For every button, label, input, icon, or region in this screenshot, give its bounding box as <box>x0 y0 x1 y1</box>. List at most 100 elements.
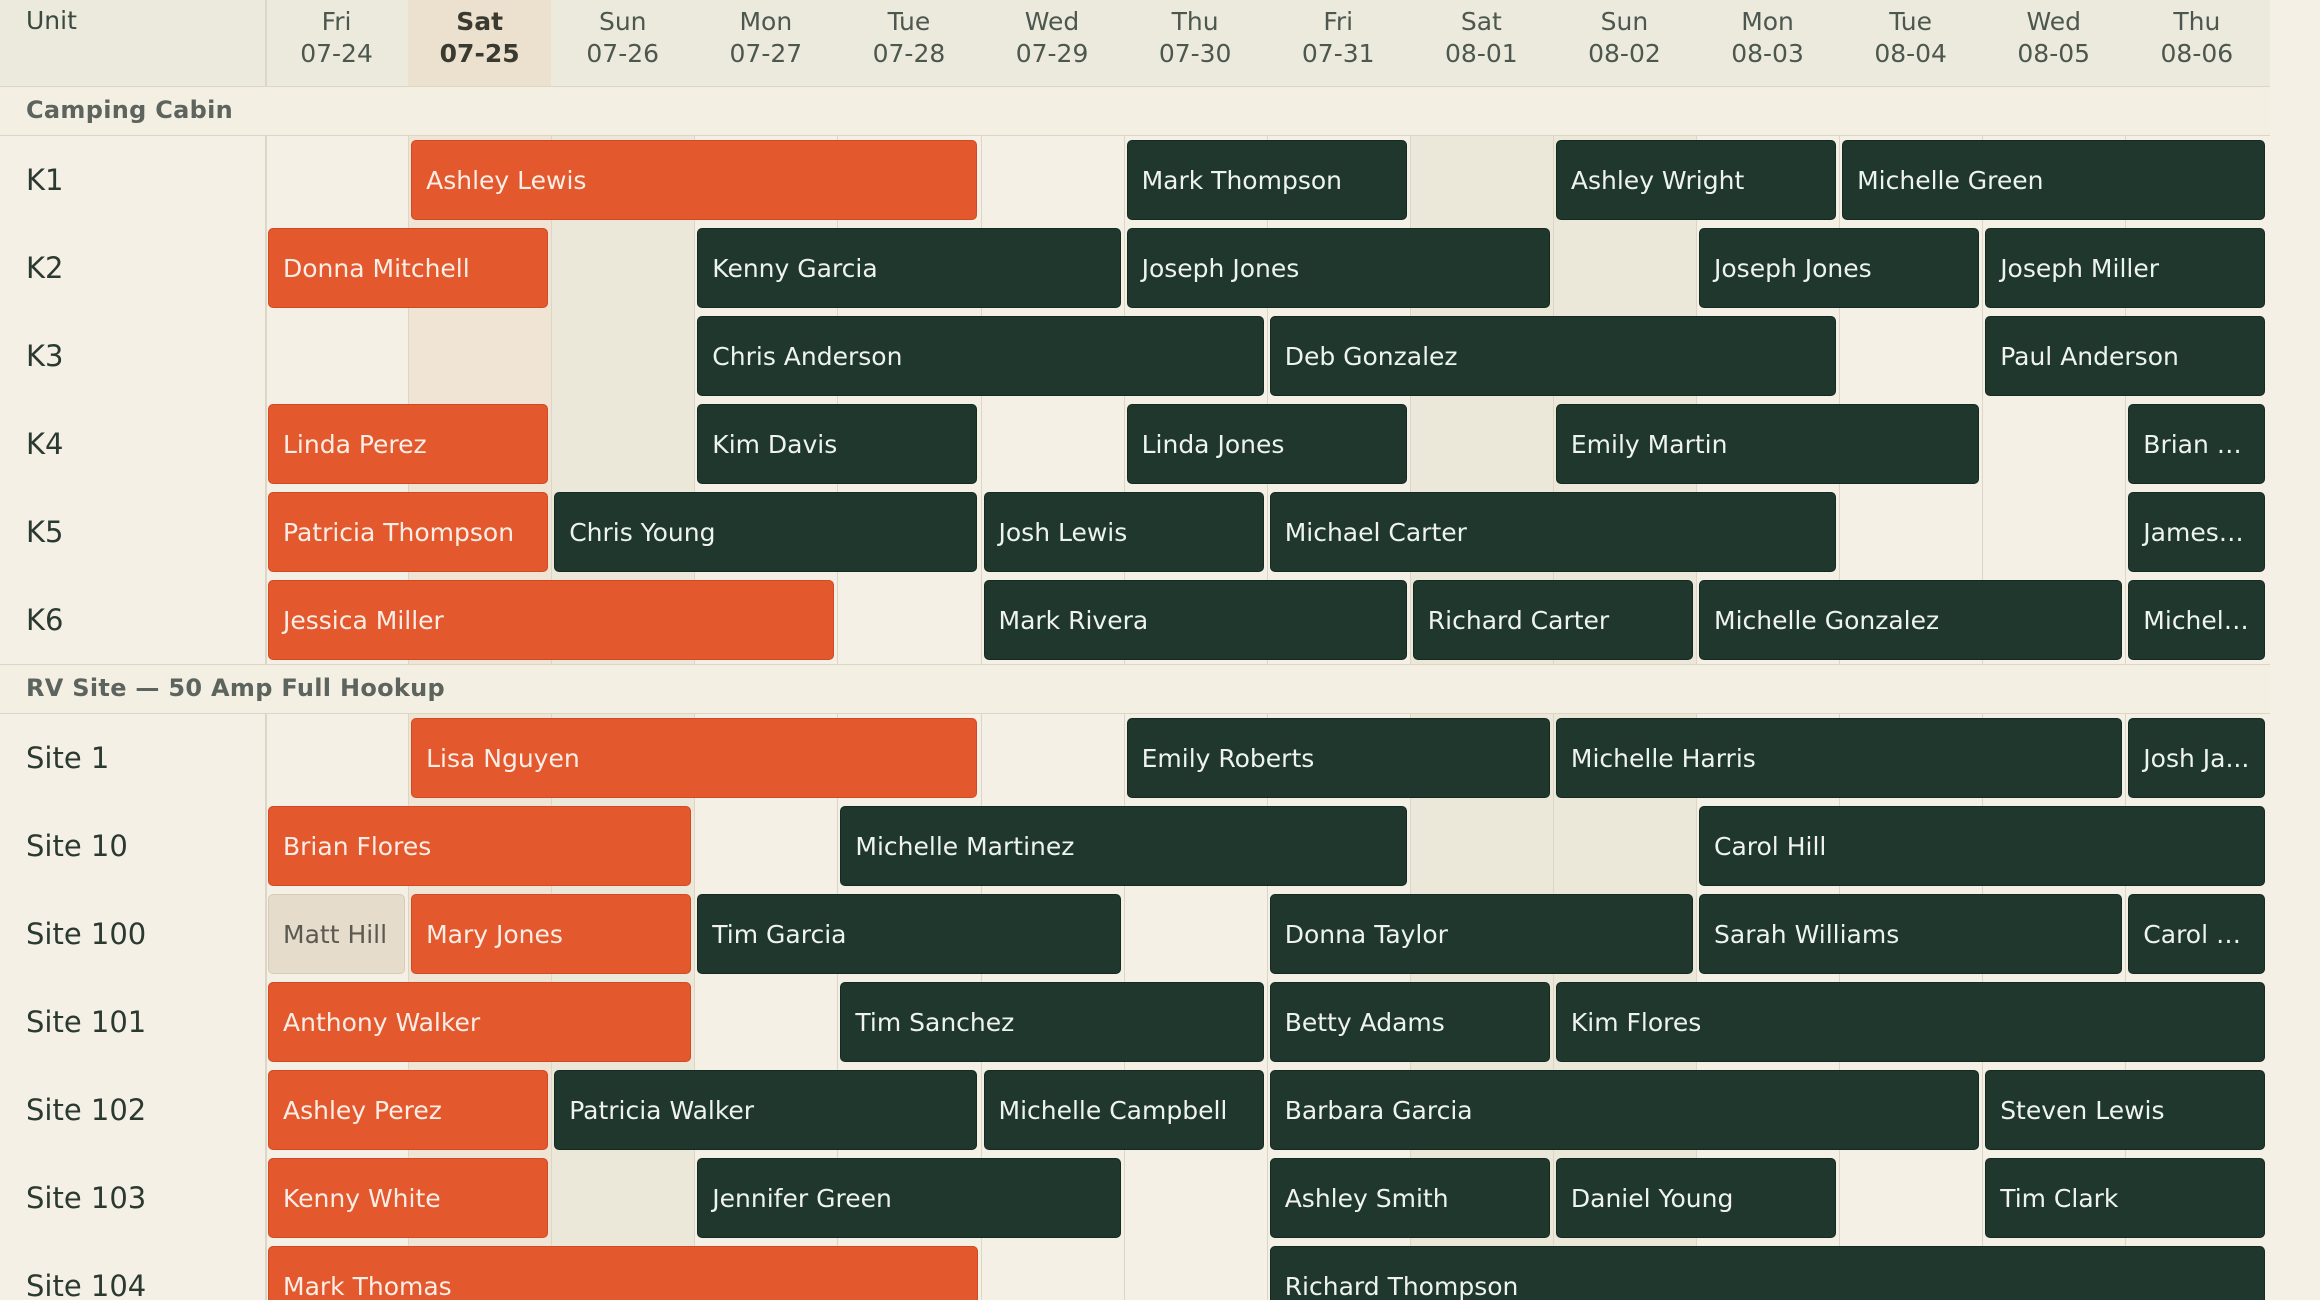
booking-bar[interactable]: Michael Carter <box>1269 492 1837 572</box>
booking-bar[interactable]: Lisa Nguyen <box>411 718 978 798</box>
day-date: 08-04 <box>1874 39 1947 68</box>
group-label: Camping Cabin <box>26 96 234 124</box>
booking-bar[interactable]: Tim Clark <box>1985 1158 2266 1238</box>
unit-label[interactable]: Site 100 <box>26 917 147 951</box>
booking-bar[interactable]: Mary Jones <box>411 894 692 974</box>
booking-bar[interactable]: Brian Flores <box>268 806 692 886</box>
unit-label[interactable]: Site 10 <box>26 829 128 863</box>
unit-label[interactable]: Site 102 <box>26 1093 147 1127</box>
unit-header-label: Unit <box>26 6 77 35</box>
booking-bar[interactable]: Matt Hill <box>268 894 406 974</box>
booking-bar[interactable]: Linda Perez <box>268 404 549 484</box>
booking-bar[interactable]: Michelle Harris <box>1555 718 2123 798</box>
booking-bar[interactable]: Patricia Walker <box>554 1070 978 1150</box>
day-header-08-05[interactable]: Wed 08-05 <box>1982 0 2125 86</box>
day-header-07-25[interactable]: Sat 07-25 <box>408 0 552 86</box>
booking-bar[interactable]: Kim Flores <box>1555 982 2266 1062</box>
booking-bar[interactable]: Chris Anderson <box>697 316 1264 396</box>
booking-bar[interactable]: Tim Sanchez <box>840 982 1264 1062</box>
booking-bar[interactable]: Jennifer Green <box>697 1158 1121 1238</box>
day-of-week: Tue <box>887 7 931 36</box>
calendar-header <box>0 0 2270 87</box>
day-header-08-02[interactable]: Sun 08-02 <box>1553 0 1696 86</box>
booking-bar[interactable]: Joseph Jones <box>1126 228 1550 308</box>
booking-bar[interactable]: Daniel Young <box>1555 1158 1837 1238</box>
booking-bar[interactable]: Emily Martin <box>1555 404 1980 484</box>
booking-bar[interactable]: Tim Garcia <box>697 894 1121 974</box>
booking-bar[interactable]: Barbara Garcia <box>1269 1070 1980 1150</box>
booking-bar[interactable]: Carol T... <box>2128 894 2266 974</box>
day-header-07-26[interactable]: Sun 07-26 <box>551 0 694 86</box>
unit-label[interactable]: Site 1 <box>26 741 110 775</box>
booking-bar[interactable]: Steven Lewis <box>1985 1070 2266 1150</box>
booking-bar[interactable]: Deb Gonzalez <box>1269 316 1837 396</box>
unit-label[interactable]: K6 <box>26 603 64 637</box>
booking-bar[interactable]: Mark Rivera <box>983 580 1407 660</box>
day-date: 08-05 <box>2017 39 2091 68</box>
day-header-07-28[interactable]: Tue 07-28 <box>837 0 980 86</box>
day-of-week: Sat <box>1460 7 1502 36</box>
day-header-08-04[interactable]: Tue 08-04 <box>1839 0 1982 86</box>
booking-bar[interactable]: Paul Anderson <box>1985 316 2266 396</box>
booking-bar[interactable]: Joseph Jones <box>1699 228 1980 308</box>
booking-bar[interactable]: Sarah Williams <box>1699 894 2123 974</box>
booking-bar[interactable]: Ashley Wright <box>1555 140 1837 220</box>
booking-bar[interactable]: Mark Thompson <box>1126 140 1407 220</box>
unit-group-header: RV Site — 50 Amp Full Hookup <box>0 664 2270 714</box>
unit-label[interactable]: K5 <box>26 515 64 549</box>
day-divider <box>1696 0 1697 1300</box>
booking-bar[interactable]: Brian S... <box>2128 404 2266 484</box>
booking-bar[interactable]: Jessica Miller <box>268 580 835 660</box>
booking-bar[interactable]: Chris Young <box>554 492 978 572</box>
day-header-08-06[interactable]: Thu 08-06 <box>2125 0 2268 86</box>
day-date: 07-31 <box>1301 39 1375 68</box>
day-header-07-30[interactable]: Thu 07-30 <box>1124 0 1267 86</box>
booking-bar[interactable]: Richard Thompson <box>1269 1246 2266 1300</box>
booking-bar[interactable]: Carol Hill <box>1699 806 2266 886</box>
day-header-08-01[interactable]: Sat 08-01 <box>1410 0 1553 86</box>
booking-bar[interactable]: James ... <box>2128 492 2266 572</box>
booking-bar[interactable]: Donna Taylor <box>1269 894 1693 974</box>
booking-bar[interactable]: Linda Jones <box>1126 404 1407 484</box>
booking-bar[interactable]: Donna Mitchell <box>268 228 549 308</box>
day-of-week: Sun <box>598 7 647 36</box>
booking-bar[interactable]: Emily Roberts <box>1126 718 1550 798</box>
unit-label[interactable]: K3 <box>26 339 64 373</box>
day-date: 08-03 <box>1731 39 1804 68</box>
day-of-week: Tue <box>1889 7 1932 36</box>
day-of-week: Wed <box>1024 7 1080 36</box>
booking-bar[interactable]: Kenny White <box>268 1158 549 1238</box>
day-header-07-31[interactable]: Fri 07-31 <box>1267 0 1410 86</box>
day-header-07-24[interactable]: Fri 07-24 <box>265 0 408 86</box>
unit-label[interactable]: Site 103 <box>26 1181 147 1215</box>
booking-bar[interactable]: Michelle Campbell <box>983 1070 1264 1150</box>
booking-bar[interactable]: Michell... <box>2128 580 2266 660</box>
booking-bar[interactable]: Ashley Smith <box>1269 1158 1550 1238</box>
day-divider <box>980 0 982 1300</box>
booking-bar[interactable]: Michelle Martinez <box>840 806 1407 886</box>
booking-bar[interactable]: Kim Davis <box>697 404 978 484</box>
booking-bar[interactable]: Josh Lewis <box>983 492 1264 572</box>
day-header-08-03[interactable]: Mon 08-03 <box>1696 0 1839 86</box>
unit-label[interactable]: K2 <box>26 251 64 285</box>
day-header-07-29[interactable]: Wed 07-29 <box>981 0 1124 86</box>
unit-label[interactable]: Site 101 <box>26 1005 147 1039</box>
booking-bar[interactable]: Josh Ja... <box>2128 718 2266 798</box>
booking-bar[interactable]: Patricia Thompson <box>268 492 549 572</box>
booking-bar[interactable]: Betty Adams <box>1269 982 1550 1062</box>
booking-bar[interactable]: Michelle Gonzalez <box>1699 580 2123 660</box>
booking-bar[interactable]: Anthony Walker <box>268 982 692 1062</box>
unit-label[interactable]: K1 <box>26 163 64 197</box>
booking-bar[interactable]: Mark Thomas <box>268 1246 978 1300</box>
unit-label[interactable]: Site 104 <box>26 1269 147 1300</box>
booking-bar[interactable]: Ashley Lewis <box>411 140 978 220</box>
day-date: 08-01 <box>1445 39 1518 68</box>
group-label: RV Site — 50 Amp Full Hookup <box>26 674 446 702</box>
unit-label[interactable]: K4 <box>26 427 64 461</box>
booking-bar[interactable]: Richard Carter <box>1412 580 1693 660</box>
booking-bar[interactable]: Michelle Green <box>1842 140 2266 220</box>
booking-bar[interactable]: Joseph Miller <box>1985 228 2266 308</box>
day-header-07-27[interactable]: Mon 07-27 <box>694 0 837 86</box>
booking-bar[interactable]: Ashley Perez <box>268 1070 549 1150</box>
booking-bar[interactable]: Kenny Garcia <box>697 228 1121 308</box>
